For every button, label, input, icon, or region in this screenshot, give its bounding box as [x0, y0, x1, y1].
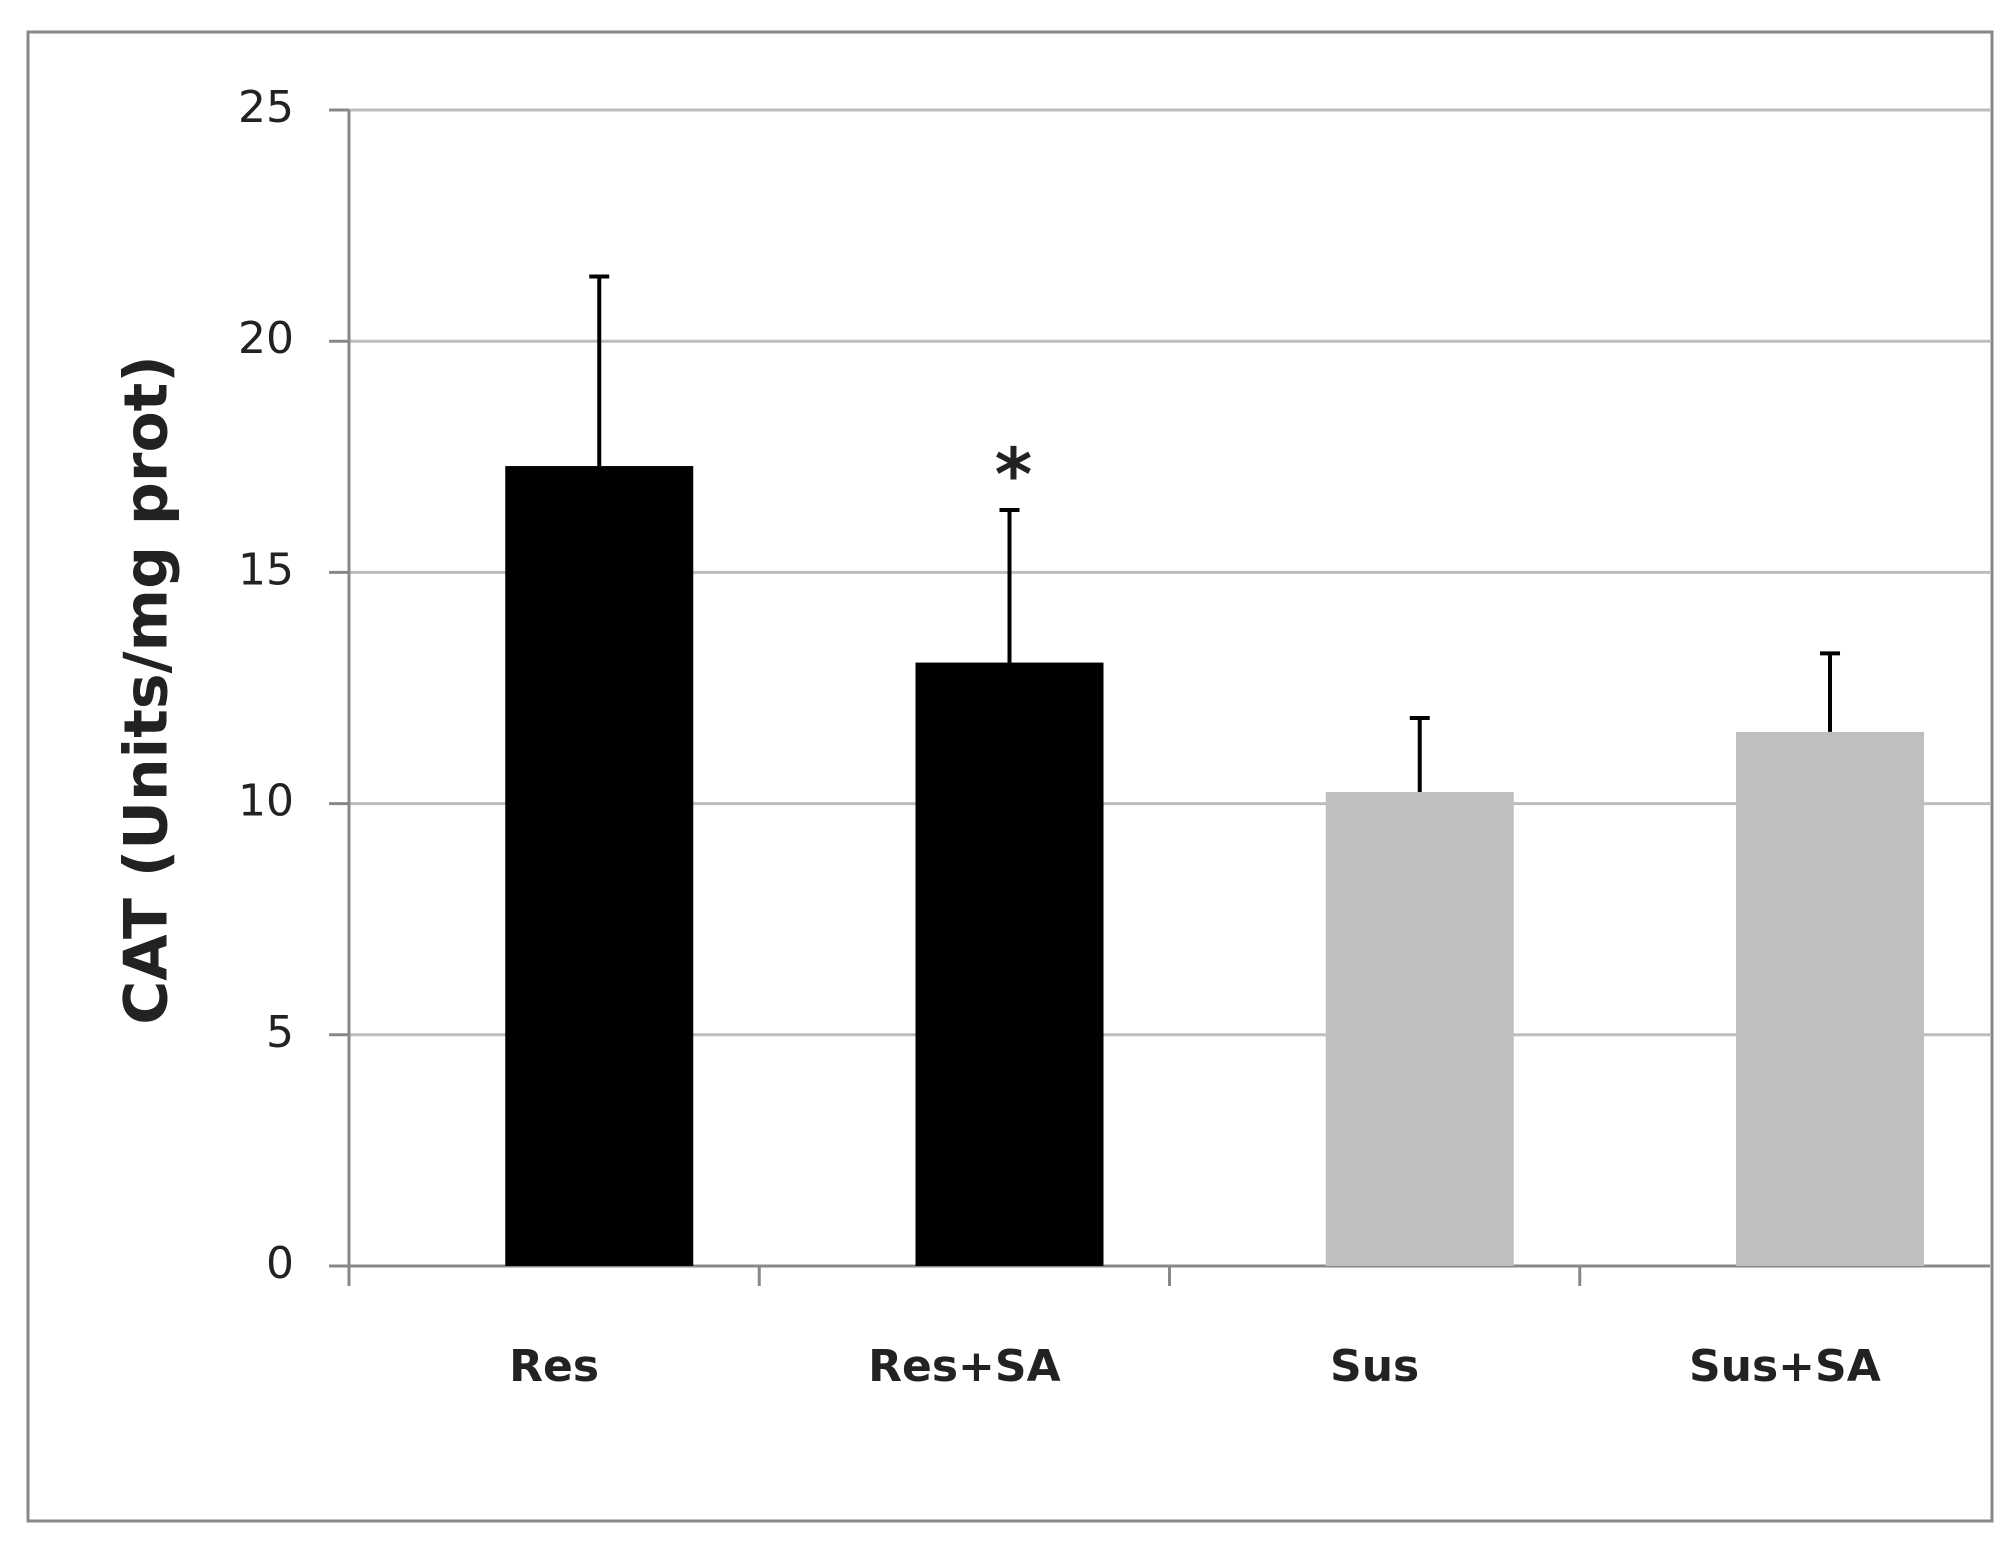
x-tick-label: Res — [509, 1341, 599, 1392]
y-tick-label: 5 — [266, 1007, 294, 1058]
x-tick-label: Res+SA — [868, 1341, 1061, 1392]
bar — [915, 662, 1104, 1266]
x-tick-label: Sus — [1330, 1341, 1419, 1392]
x-tick-label: Sus+SA — [1689, 1341, 1881, 1392]
bar — [505, 466, 694, 1267]
bar — [1325, 792, 1514, 1266]
annotation: * — [995, 432, 1033, 516]
y-tick-label: 0 — [266, 1238, 294, 1289]
y-tick-label: 15 — [238, 544, 294, 595]
bar — [1736, 731, 1925, 1266]
error-bar — [589, 274, 610, 467]
error-bar — [999, 507, 1020, 663]
error-bar — [1409, 716, 1430, 793]
y-tick-label: 10 — [238, 776, 294, 827]
error-bar — [1820, 651, 1841, 732]
y-tick-label: 20 — [238, 313, 294, 364]
y-axis-title: CAT (Units/mg prot) — [112, 355, 182, 1025]
y-tick-label: 25 — [238, 82, 294, 133]
